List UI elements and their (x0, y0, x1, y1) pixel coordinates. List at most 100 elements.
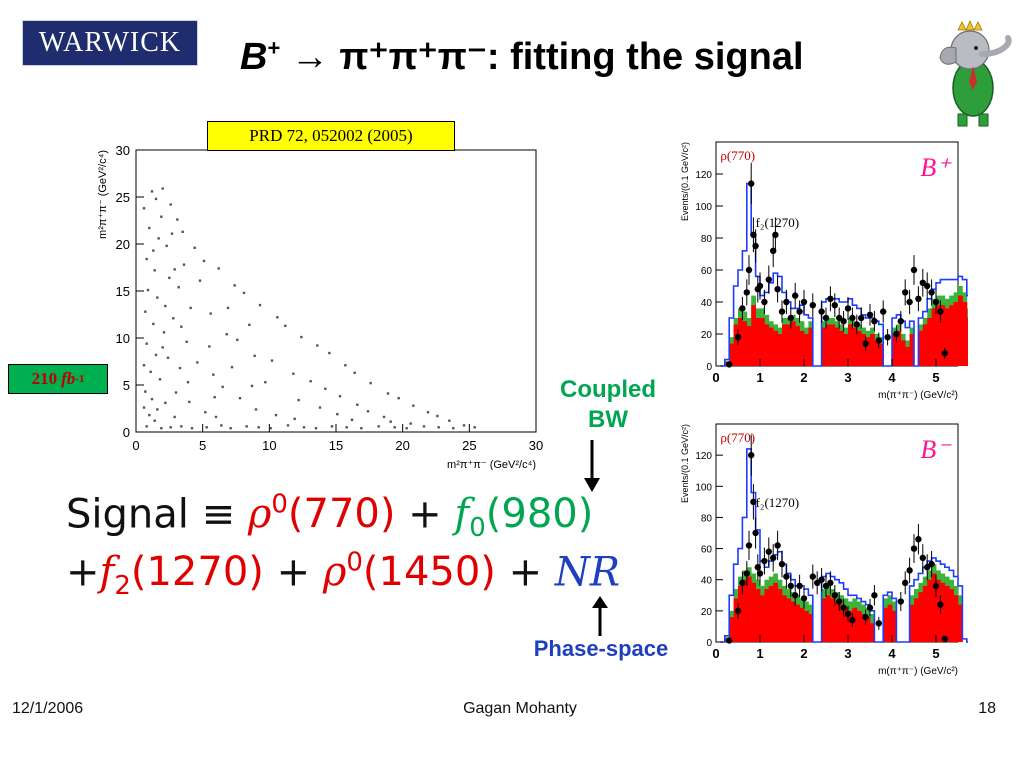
hist-bar-red (870, 334, 875, 366)
hist-bar-red (962, 302, 968, 366)
dalitz-point (180, 425, 183, 428)
histogram-b-plus: 0 1 2 3 4 5 0 20 40 60 80 100 120 m(π⁺π⁻) (GeV/c²) Eve… (680, 141, 968, 401)
dalitz-point (208, 345, 211, 348)
hist-title: B⁻ (920, 435, 952, 464)
hist-bar-red (751, 582, 756, 642)
hist-data-point (862, 613, 869, 621)
hist-x-tick-label: 0 (712, 646, 719, 661)
hist-bar-red (953, 595, 959, 642)
hist-bar-red (861, 613, 866, 642)
dalitz-point (152, 322, 155, 326)
hist-data-point (752, 242, 759, 250)
dalitz-point (189, 306, 192, 310)
warwick-logo: WARWICK (22, 20, 198, 66)
hist-bar-red (764, 589, 770, 642)
hist-data-point (743, 289, 750, 296)
hist-bar-red (958, 295, 963, 366)
dalitz-point (324, 387, 327, 390)
dalitz-x-tick-label: 20 (395, 438, 409, 453)
dalitz-point (328, 351, 331, 355)
dalitz-point (176, 218, 179, 221)
hist-bar-red (834, 327, 840, 366)
hist-bar-red (909, 604, 915, 642)
hist-data-point (893, 330, 900, 338)
hist-bar-red (909, 334, 915, 366)
dalitz-point (188, 400, 191, 404)
dalitz-point (157, 237, 160, 240)
hist-data-point (743, 570, 750, 577)
hist-data-point (778, 308, 786, 315)
dalitz-point (238, 396, 242, 400)
hist-bar-red (944, 585, 950, 642)
dalitz-point (156, 408, 159, 411)
dalitz-point (190, 427, 194, 430)
hist-data-point (734, 334, 742, 341)
hist-data-point (750, 498, 757, 506)
dalitz-point (214, 415, 218, 419)
signal-formula-line1: Signal ≡ ρ0(770) + f0(980) (66, 490, 593, 543)
hist-data-point (880, 308, 887, 315)
hist-data-point (937, 308, 944, 315)
dalitz-point (225, 333, 228, 336)
dalitz-point (274, 413, 278, 417)
hist-bar-red (777, 334, 783, 366)
hist-data-point (772, 231, 779, 238)
hist-bar-red (746, 576, 752, 642)
hist-data-point (800, 595, 808, 602)
dalitz-point (236, 338, 239, 342)
hist-bar-red (773, 582, 778, 642)
hist-data-point (919, 279, 926, 286)
dalitz-x-tick-label: 5 (199, 438, 206, 453)
hist-y-tick-label: 20 (701, 607, 713, 618)
hist-bar-red (861, 334, 866, 366)
dalitz-point (193, 246, 196, 249)
hist-data-point (897, 598, 904, 605)
hist-data-point (818, 576, 825, 583)
dalitz-point (473, 426, 476, 429)
hist-y-tick-label: 80 (701, 234, 713, 245)
hist-data-point (919, 554, 926, 562)
dalitz-point (226, 306, 230, 310)
dalitz-point (172, 317, 175, 320)
dalitz-point (242, 291, 246, 295)
hist-data-point (932, 582, 940, 590)
hist-bar-red (940, 582, 946, 642)
dalitz-point (202, 259, 206, 263)
hist-bar-red (949, 305, 954, 366)
hist-bar-red (729, 617, 734, 642)
dalitz-point (153, 269, 156, 272)
hist-data-point (928, 289, 935, 296)
hist-data-point (915, 536, 922, 543)
hist-data-point (734, 607, 742, 615)
dalitz-point (149, 370, 152, 374)
hist-annotation-rho: ρ(770) (720, 148, 755, 163)
hist-data-point (836, 314, 843, 322)
hist-data-point (884, 334, 891, 341)
logo-text: WARWICK (38, 27, 182, 58)
hist-data-point (858, 314, 865, 322)
hist-data-point (774, 542, 781, 549)
dalitz-point (314, 427, 318, 430)
hist-bar-red (865, 337, 871, 366)
hist-y-tick-label: 100 (695, 482, 712, 493)
dalitz-plot: 0 5 10 15 20 25 30 0 5 10 15 20 25 30 m²π⁺π⁻ (GeV²/c⁴)… (97, 143, 543, 470)
hist-bar-red (927, 318, 932, 366)
hist-bar-red (892, 610, 897, 642)
dalitz-point (173, 415, 176, 419)
hist-y-tick-label: 40 (701, 298, 713, 309)
hist-data-point (761, 557, 768, 565)
hist-data-point (745, 266, 753, 274)
hist-data-point (754, 564, 761, 571)
hist-data-point (809, 573, 816, 580)
hist-x-tick-label: 3 (844, 370, 851, 385)
hist-x-tick-label: 4 (888, 646, 896, 661)
dalitz-x-tick-label: 15 (329, 438, 343, 453)
hist-bar-red (808, 613, 814, 642)
hist-bar-red (768, 585, 774, 642)
hist-bar-red (795, 604, 800, 642)
dalitz-point (145, 342, 148, 345)
hist-bar-red (786, 324, 792, 366)
formula-f2-1270: f2(1270) (99, 549, 264, 602)
dalitz-point (258, 303, 262, 307)
hist-data-point (849, 617, 856, 624)
